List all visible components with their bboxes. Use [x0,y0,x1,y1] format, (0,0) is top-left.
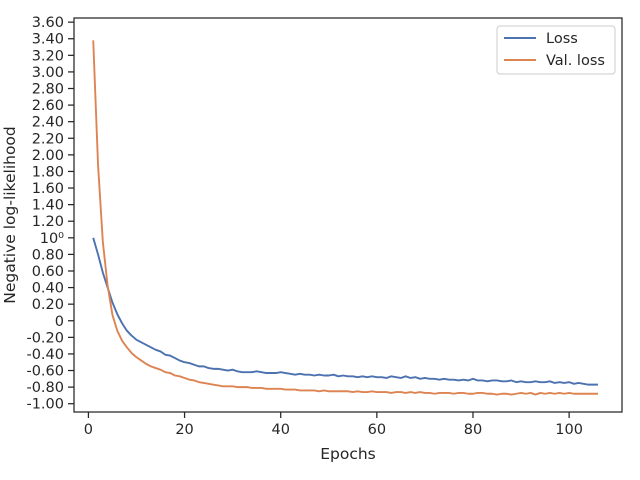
y-tick-label: 2.00 [32,148,64,164]
y-tick-label: -0.80 [26,380,64,396]
y-tick-label: 3.60 [32,15,64,31]
y-tick-label: -0.40 [26,347,64,363]
x-tick-label: 80 [464,422,482,438]
y-tick-label: 1.20 [32,214,64,230]
y-tick-label: 2.40 [32,115,64,131]
y-tick-label: 3.40 [32,32,64,48]
x-tick-label: 60 [368,422,386,438]
x-axis-ticks: 0 20 40 60 80 100 [84,412,583,438]
x-tick-label: 0 [84,422,93,438]
y-tick-label: 2.20 [32,131,64,147]
y-tick-label: -0.60 [26,364,64,380]
y-tick-label: 0.40 [32,281,64,297]
y-tick-label: -0.20 [26,330,64,346]
x-tick-label: 100 [555,422,583,438]
y-tick-label: 3.20 [32,48,64,64]
y-tick-label: 0.60 [32,264,64,280]
y-axis-ticks: -1.00-0.80-0.60-0.40-0.2000.200.400.600.… [26,15,74,413]
legend-loss-label: Loss [546,31,578,47]
x-tick-label: 20 [175,422,193,438]
y-tick-label: 1.80 [32,164,64,180]
series-line-loss [92,237,598,386]
y-tick-label: 10⁰ [40,231,64,247]
y-tick-label: 1.60 [32,181,64,197]
legend-val-loss-label: Val. loss [546,53,605,69]
plot-frame [73,17,623,413]
x-tick-label: 40 [271,422,289,438]
x-axis-label: Epochs [320,445,376,463]
legend: Loss Val. loss [496,25,616,75]
y-tick-label: 2.80 [32,82,64,98]
y-tick-label: 3.00 [32,65,64,81]
plot-background [74,18,622,412]
y-axis-label: Negative log-likelihood [1,126,19,304]
y-tick-label: 0.80 [32,247,64,263]
series-lines [92,40,598,396]
y-tick-label: 2.60 [32,98,64,114]
y-tick-label: -1.00 [26,397,64,413]
y-tick-label: 0.20 [32,297,64,313]
y-tick-label: 0 [55,314,64,330]
series-line-val-loss [92,40,598,396]
y-tick-label: 1.40 [32,198,64,214]
